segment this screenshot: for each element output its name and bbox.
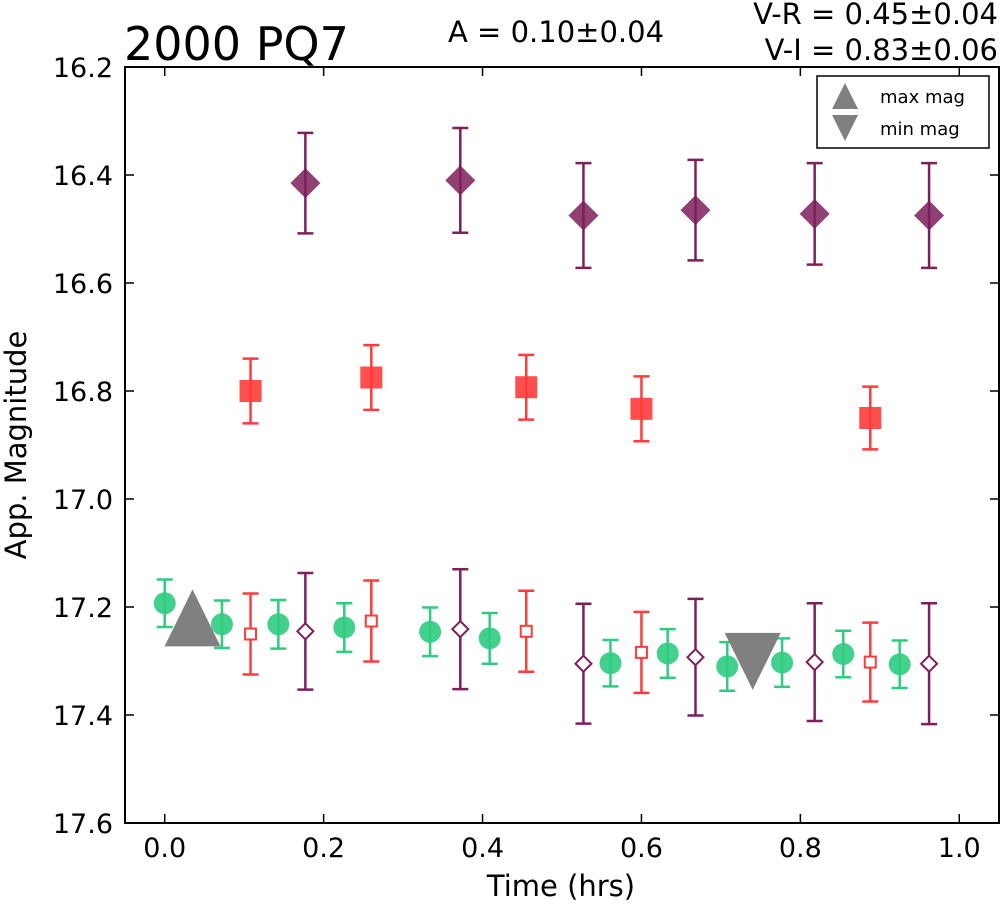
y-tick-label: 16.2 bbox=[53, 53, 113, 84]
data-point bbox=[599, 652, 622, 675]
series-square-open bbox=[242, 579, 879, 703]
legend: max mag min mag bbox=[816, 75, 990, 149]
data-point bbox=[630, 397, 653, 420]
legend-min-label: min mag bbox=[880, 119, 960, 140]
y-axis-label: App. Magnitude bbox=[0, 331, 33, 560]
data-point bbox=[364, 614, 378, 628]
data-point bbox=[445, 165, 476, 196]
data-point bbox=[859, 407, 882, 429]
y-tick-label: 17.0 bbox=[53, 485, 113, 516]
data-point bbox=[360, 366, 383, 389]
min-mag-marker bbox=[724, 632, 781, 690]
x-tick-label: 0.6 bbox=[620, 833, 663, 864]
data-point bbox=[805, 652, 825, 672]
data-point bbox=[716, 655, 739, 678]
series-square-filled bbox=[239, 343, 882, 451]
color-index-vi: V-I = 0.83±0.06 bbox=[765, 33, 998, 67]
x-axis: 0.0 0.2 0.4 0.6 0.8 1.0 bbox=[143, 67, 981, 864]
data-series bbox=[153, 126, 945, 726]
extrema-markers bbox=[164, 589, 781, 690]
data-point bbox=[153, 592, 176, 615]
legend-max-marker-icon bbox=[832, 83, 858, 109]
x-axis-label: Time (hrs) bbox=[486, 869, 635, 903]
data-point bbox=[515, 376, 538, 399]
series-diamond-filled bbox=[290, 126, 945, 270]
x-tick-label: 0.0 bbox=[143, 833, 186, 864]
chart-title: 2000 PQ7 bbox=[124, 17, 349, 71]
x-tick-label: 0.8 bbox=[779, 833, 822, 864]
max-mag-marker bbox=[164, 589, 221, 647]
data-point bbox=[419, 620, 442, 643]
x-tick-label: 1.0 bbox=[938, 833, 981, 864]
data-point bbox=[863, 655, 877, 669]
data-point bbox=[686, 647, 705, 667]
data-point bbox=[799, 198, 830, 229]
y-tick-label: 16.8 bbox=[53, 377, 113, 408]
y-tick-label: 17.6 bbox=[53, 809, 113, 840]
series-circle-filled bbox=[153, 578, 911, 692]
data-point bbox=[914, 200, 945, 231]
data-point bbox=[634, 645, 648, 659]
data-point bbox=[919, 654, 939, 674]
plot-area bbox=[124, 66, 1000, 824]
y-axis: 16.2 16.4 16.6 16.8 17.0 17.2 17.4 17.6 bbox=[53, 53, 999, 840]
data-point bbox=[239, 380, 262, 402]
data-point bbox=[771, 651, 794, 674]
amplitude-label: A = 0.10±0.04 bbox=[448, 15, 664, 49]
data-point bbox=[574, 654, 593, 674]
y-tick-label: 16.4 bbox=[53, 161, 113, 192]
y-tick-label: 17.4 bbox=[53, 701, 113, 732]
legend-min-marker-icon bbox=[832, 115, 858, 141]
data-point bbox=[244, 627, 258, 641]
data-point bbox=[267, 613, 290, 636]
data-point bbox=[568, 200, 599, 231]
data-point bbox=[656, 642, 679, 665]
y-tick-label: 17.2 bbox=[53, 593, 113, 624]
data-point bbox=[295, 621, 315, 641]
x-tick-label: 0.4 bbox=[461, 833, 504, 864]
x-tick-label: 0.2 bbox=[302, 833, 345, 864]
data-point bbox=[333, 616, 356, 639]
data-point bbox=[478, 627, 501, 650]
data-point bbox=[888, 653, 911, 676]
data-point bbox=[210, 613, 233, 636]
data-point bbox=[680, 195, 711, 226]
series-diamond-open bbox=[295, 567, 939, 726]
y-tick-label: 16.6 bbox=[53, 269, 113, 300]
data-point bbox=[290, 168, 321, 199]
data-point bbox=[832, 642, 855, 665]
color-index-vr: V-R = 0.45±0.04 bbox=[753, 0, 998, 31]
data-point bbox=[450, 619, 470, 639]
data-point bbox=[519, 624, 533, 638]
legend-max-label: max mag bbox=[880, 87, 965, 108]
